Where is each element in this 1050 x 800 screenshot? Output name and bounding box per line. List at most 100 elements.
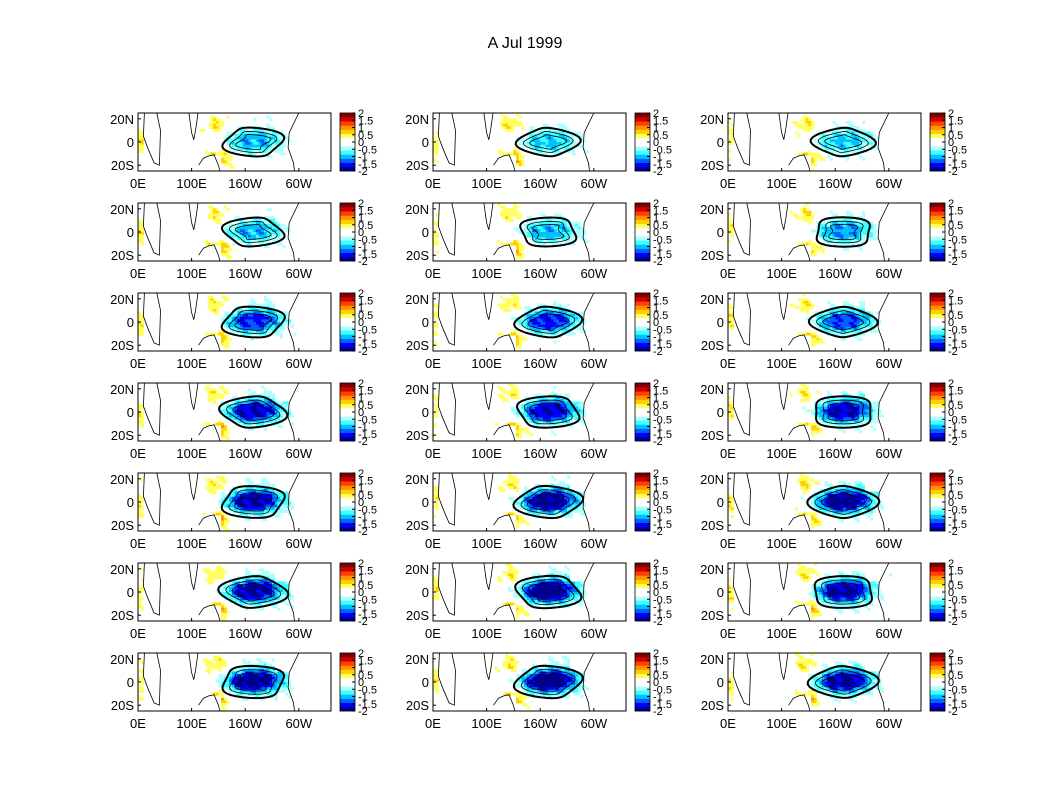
field-cell xyxy=(878,319,882,323)
field-cell xyxy=(433,314,437,318)
field-cell xyxy=(237,221,241,225)
field-cell xyxy=(526,232,530,236)
field-cell xyxy=(518,335,522,339)
field-cell xyxy=(282,404,286,408)
x-tick-label: 160W xyxy=(228,266,263,281)
field-cell xyxy=(269,494,273,498)
field-cell xyxy=(269,507,273,511)
field-cell xyxy=(250,300,254,304)
field-cell xyxy=(564,221,568,225)
field-cell xyxy=(556,224,560,228)
field-cell xyxy=(282,152,286,156)
field-cell xyxy=(567,134,571,138)
field-cell xyxy=(569,414,573,418)
field-cell xyxy=(231,136,235,140)
field-cell xyxy=(567,147,571,151)
field-cell xyxy=(843,409,847,413)
field-cell xyxy=(207,478,211,482)
field-cell xyxy=(213,208,217,212)
field-cell xyxy=(253,504,257,508)
field-cell xyxy=(247,329,251,333)
field-cell xyxy=(255,136,260,140)
coastline xyxy=(877,202,890,262)
field-cell xyxy=(856,242,860,246)
field-cell xyxy=(218,385,222,389)
field-cell xyxy=(223,435,227,439)
field-cell xyxy=(853,414,858,418)
field-cell xyxy=(845,144,850,148)
field-cell xyxy=(872,136,876,140)
field-cell xyxy=(542,147,546,151)
field-cell xyxy=(569,229,573,233)
field-cell xyxy=(250,218,254,222)
colorbar-segment xyxy=(635,219,650,225)
field-cell xyxy=(218,483,222,487)
colorbar-segment xyxy=(635,154,650,159)
field-cell xyxy=(556,226,560,230)
field-cell xyxy=(829,422,833,426)
field-cell xyxy=(811,160,815,164)
field-cell xyxy=(529,433,533,437)
field-cell xyxy=(242,509,246,513)
field-cell xyxy=(567,303,571,307)
field-cell xyxy=(526,406,530,410)
field-cell xyxy=(550,486,555,490)
field-cell xyxy=(561,226,565,230)
field-cell xyxy=(250,412,254,416)
field-cell xyxy=(282,245,286,249)
field-cell xyxy=(808,126,812,130)
field-cell xyxy=(832,414,836,418)
field-cell xyxy=(819,316,823,320)
field-cell xyxy=(266,216,270,220)
field-cell xyxy=(253,229,257,233)
field-cell xyxy=(832,234,836,238)
field-cell xyxy=(223,295,227,299)
field-cell xyxy=(261,419,265,423)
field-cell xyxy=(564,234,568,238)
field-cell xyxy=(848,311,852,315)
field-cell xyxy=(540,496,544,500)
field-cell xyxy=(272,319,276,323)
field-cell xyxy=(502,216,506,220)
field-cell xyxy=(561,306,565,310)
field-cell xyxy=(253,332,257,336)
field-cell xyxy=(845,401,850,405)
field-cell xyxy=(862,409,866,413)
field-cell xyxy=(277,149,281,153)
field-cell xyxy=(513,393,517,397)
field-cell xyxy=(827,226,831,230)
field-cell xyxy=(585,149,589,153)
field-cell xyxy=(266,298,270,302)
field-cell xyxy=(234,311,238,315)
field-cell xyxy=(835,144,839,148)
field-cell xyxy=(872,401,876,405)
field-cell xyxy=(261,404,265,408)
field-cell xyxy=(237,491,241,495)
field-cell xyxy=(518,319,522,323)
field-cell xyxy=(215,208,219,212)
field-cell xyxy=(508,298,512,302)
field-cell xyxy=(242,319,246,323)
field-cell xyxy=(524,224,528,228)
field-cell xyxy=(215,332,219,336)
field-cell xyxy=(250,144,254,148)
field-cell xyxy=(516,412,520,416)
field-cell xyxy=(730,234,734,238)
field-cell xyxy=(819,226,823,230)
field-cell xyxy=(845,152,850,156)
field-cell xyxy=(803,303,807,307)
field-cell xyxy=(516,332,520,336)
colorbar-segment xyxy=(635,113,650,118)
field-cell xyxy=(827,221,831,225)
colorbar-tick-label: 1 xyxy=(948,393,954,405)
field-cell xyxy=(848,136,852,140)
field-cell xyxy=(239,494,243,498)
field-cell xyxy=(580,414,584,418)
field-cell xyxy=(824,417,828,421)
field-cell xyxy=(575,414,579,418)
field-cell xyxy=(550,232,555,236)
field-cell xyxy=(848,322,852,326)
field-cell xyxy=(229,412,233,416)
field-cell xyxy=(859,430,863,434)
x-tick-label: 60W xyxy=(580,266,607,281)
